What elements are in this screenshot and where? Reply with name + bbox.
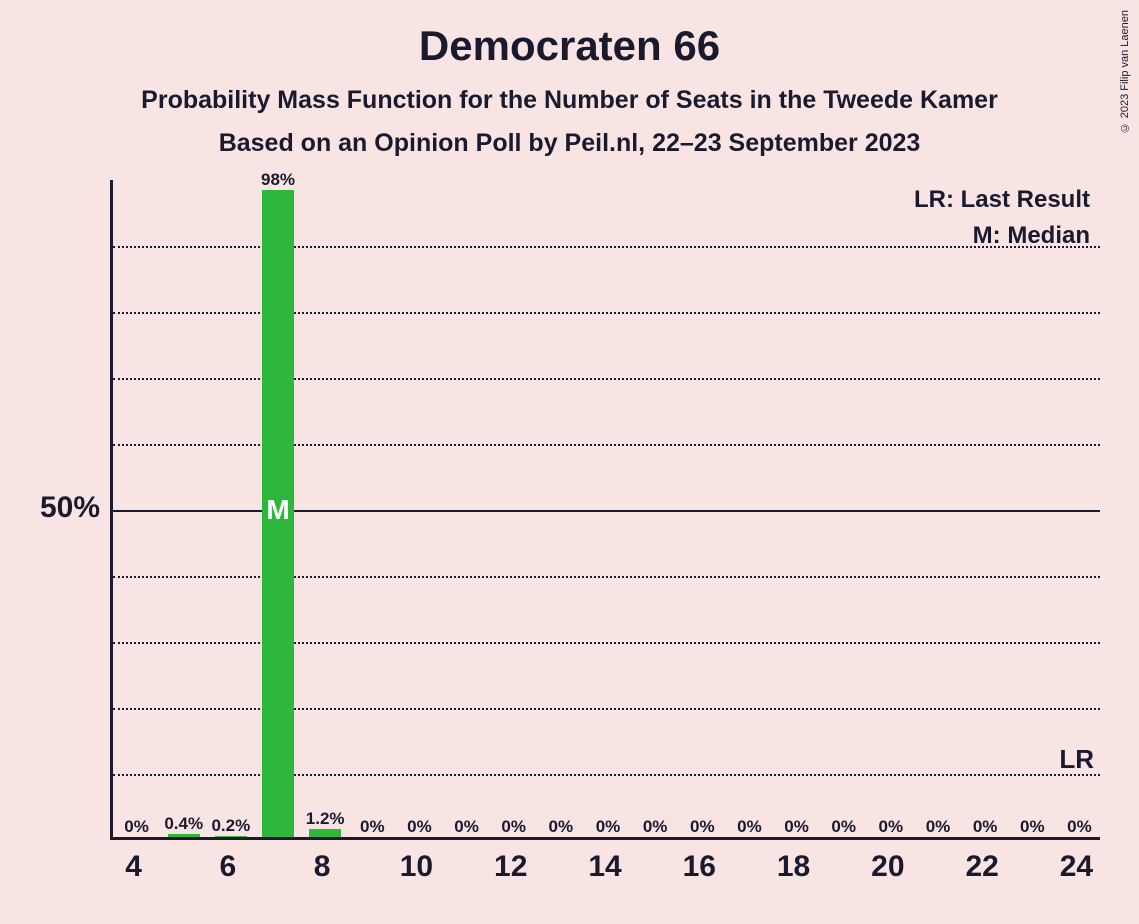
x-axis-tick: 22 [965,850,998,884]
bar [309,829,341,837]
plot-region: 0%0.4%0.2%98%1.2%0%0%0%0%0%0%0%0%0%0%0%0… [110,180,1100,840]
lr-marker: LR [1059,744,1094,775]
legend-median: M: Median [973,222,1090,250]
bar-value-label: 98% [248,170,308,190]
chart-subtitle-1: Probability Mass Function for the Number… [0,86,1139,115]
legend-lr: LR: Last Result [914,186,1090,214]
chart-area: 0%0.4%0.2%98%1.2%0%0%0%0%0%0%0%0%0%0%0%0… [110,180,1100,840]
x-axis-tick: 24 [1060,850,1093,884]
x-axis-tick: 16 [683,850,716,884]
x-axis-tick: 12 [494,850,527,884]
x-axis-tick: 8 [314,850,331,884]
x-axis-tick: 18 [777,850,810,884]
x-axis-tick: 10 [400,850,433,884]
chart-subtitle-2: Based on an Opinion Poll by Peil.nl, 22–… [0,129,1139,158]
y-axis-tick-50: 50% [30,491,100,525]
x-axis-tick: 14 [588,850,621,884]
bar-value-label: 0% [1049,817,1109,837]
bar [215,836,247,837]
chart-title: Democraten 66 [0,0,1139,70]
bar [168,834,200,837]
median-marker: M [266,494,289,526]
x-axis-tick: 20 [871,850,904,884]
bar-value-label: 0.2% [201,816,261,836]
x-axis-tick: 4 [125,850,142,884]
x-axis-tick: 6 [220,850,237,884]
copyright-text: © 2023 Filip van Laenen [1119,10,1131,133]
